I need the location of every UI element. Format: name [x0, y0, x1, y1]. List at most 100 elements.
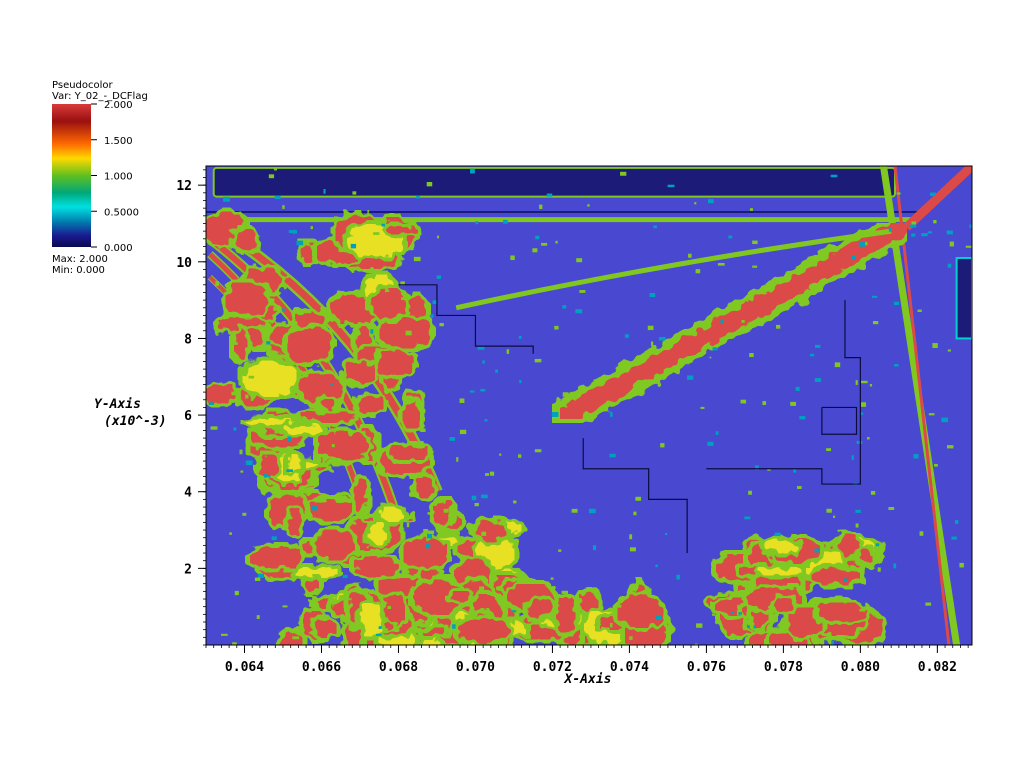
field-speckle: [934, 463, 938, 467]
field-speckle: [423, 529, 429, 534]
field-speckle: [481, 531, 487, 536]
field-speckle: [485, 473, 489, 476]
x-tick-label: 0.066: [302, 660, 341, 675]
color-legend: Pseudocolor Var: Y_02_-_DCFlag 2.000 1.50…: [52, 80, 148, 276]
y-axis-scale: (x10^-3): [104, 414, 167, 429]
contour-line: [706, 300, 861, 485]
field-speckle: [534, 358, 542, 363]
field-speckle: [443, 508, 449, 513]
field-speckle: [762, 401, 767, 406]
field-speckle: [650, 341, 654, 347]
legend-min: Min: 0.000: [52, 265, 105, 276]
field-cell-high: [579, 591, 599, 613]
field-speckle: [208, 402, 214, 405]
field-speckle: [400, 281, 405, 286]
x-tick-label: 0.072: [533, 660, 572, 675]
field-speckle: [635, 496, 642, 501]
y-axis: 2 4 6 8 10 12: [176, 166, 207, 646]
field-cell-high: [287, 506, 302, 537]
field-speckle: [282, 605, 288, 608]
x-tick-label: 0.068: [379, 660, 418, 675]
field-speckle: [795, 386, 800, 391]
field-speckle: [694, 202, 697, 205]
field-cell-high: [359, 603, 383, 637]
legend-tick-label: 0.000: [104, 243, 133, 254]
field-speckle: [479, 586, 485, 591]
field-speckle: [609, 453, 616, 458]
field-speckle: [814, 378, 822, 382]
field-speckle: [312, 574, 318, 577]
field-speckle: [287, 436, 292, 441]
field-speckle: [815, 344, 821, 349]
field-speckle: [234, 590, 239, 596]
field-speckle: [508, 643, 514, 645]
field-speckle: [928, 413, 935, 416]
field-speckle: [489, 471, 495, 476]
field-speckle: [506, 349, 510, 354]
field-speckle: [425, 544, 431, 549]
field-speckle: [793, 468, 797, 473]
contour-line: [398, 284, 534, 354]
field-speckle: [896, 192, 901, 195]
field-speckle: [913, 454, 919, 459]
field-speckle: [292, 636, 300, 640]
field-cell-high: [288, 454, 301, 473]
field-cell-high: [458, 617, 511, 644]
field-speckle: [700, 406, 705, 409]
field-speckle: [667, 184, 675, 188]
field-cell-high: [817, 602, 868, 623]
field-speckle: [947, 603, 954, 609]
field-speckle: [855, 509, 861, 513]
field-speckle: [809, 353, 815, 357]
field-speckle: [570, 396, 577, 399]
field-speckle: [420, 428, 426, 432]
field-speckle: [551, 412, 559, 418]
field-speckle: [401, 297, 406, 301]
field-speckle: [872, 320, 879, 325]
field-speckle: [755, 465, 759, 470]
field-speckle: [579, 290, 586, 293]
field-speckle: [647, 325, 654, 331]
x-tick-label: 0.076: [687, 660, 726, 675]
field-speckle: [617, 604, 622, 608]
field-speckle: [427, 533, 433, 539]
legend-plot-type: Pseudocolor: [52, 80, 114, 91]
field-speckle: [562, 305, 567, 309]
field-speckle: [909, 224, 917, 228]
field-speckle: [851, 455, 854, 461]
field-cell-high: [370, 288, 406, 320]
field-speckle: [281, 308, 286, 311]
field-speckle: [833, 515, 836, 519]
field-speckle: [534, 449, 542, 453]
field-speckle: [965, 245, 972, 248]
field-speckle: [229, 532, 232, 535]
field-speckle: [456, 457, 459, 462]
field-speckle: [707, 441, 714, 446]
field-speckle: [495, 369, 499, 373]
field-speckle: [587, 204, 590, 207]
field-cell-high: [283, 423, 323, 436]
field-cell-high: [286, 326, 332, 363]
field-cell-high: [250, 546, 302, 569]
field-speckle: [660, 443, 665, 448]
field-speckle: [653, 225, 657, 229]
field-cell-high: [300, 409, 355, 423]
field-speckle: [245, 394, 249, 399]
field-speckle: [240, 470, 244, 473]
field-speckle: [274, 428, 279, 434]
field-cell-high: [414, 476, 435, 499]
field-speckle: [893, 301, 900, 306]
field-speckle: [286, 469, 293, 472]
x-tick-label: 0.080: [841, 660, 880, 675]
field-speckle: [257, 573, 264, 578]
field-speckle: [426, 181, 433, 187]
field-speckle: [927, 231, 933, 234]
field-speckle: [436, 275, 442, 279]
field-speckle: [929, 192, 936, 197]
field-cell-high: [353, 477, 368, 513]
field-speckle: [925, 602, 932, 606]
field-speckle: [860, 412, 864, 415]
field-speckle: [588, 508, 596, 514]
field-speckle: [774, 532, 781, 537]
field-cell-high: [233, 229, 259, 251]
